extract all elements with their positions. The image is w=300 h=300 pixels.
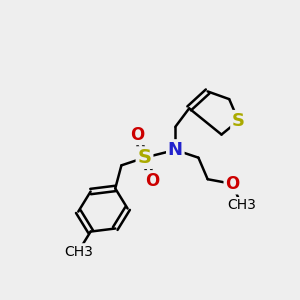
Text: CH3: CH3 [227, 198, 256, 212]
Text: O: O [130, 126, 144, 144]
Text: O: O [145, 172, 159, 190]
Text: S: S [232, 112, 245, 130]
Text: CH3: CH3 [64, 244, 93, 259]
Text: S: S [137, 148, 152, 167]
Text: N: N [168, 141, 183, 159]
Text: O: O [225, 175, 239, 193]
